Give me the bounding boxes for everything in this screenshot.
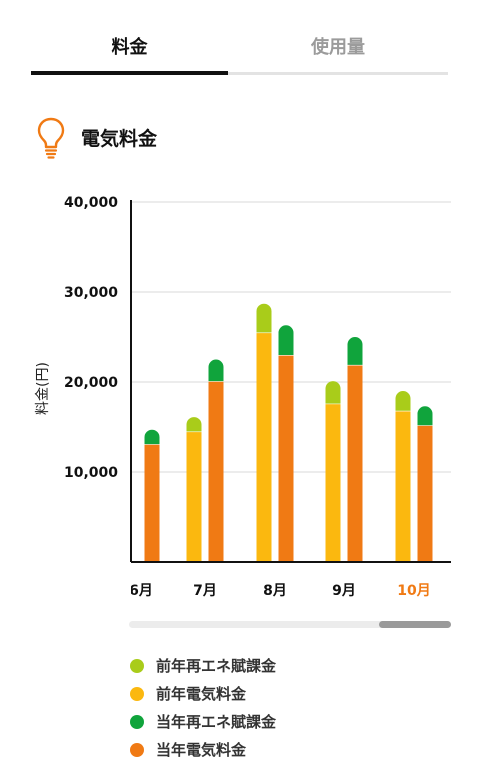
bar-chart: 10,000 20,000 30,000 40,000 6月 7月 8月 9月 10月 <box>0 195 451 605</box>
bar-segment <box>208 381 224 562</box>
legend-label: 当年再エネ賦課金 <box>156 713 277 731</box>
bar-segment <box>256 332 272 562</box>
legend-swatch <box>130 715 144 729</box>
x-tick-label: 7月 <box>193 583 217 599</box>
lightbulb-icon <box>37 117 65 159</box>
chart-scrollbar[interactable] <box>129 621 451 628</box>
bar-segment <box>278 325 294 355</box>
legend-label: 前年再エネ賦課金 <box>156 657 277 675</box>
bar-segment <box>325 403 341 562</box>
legend-swatch <box>130 659 144 673</box>
x-tick-label: 6月 <box>129 583 153 599</box>
bar-segment <box>278 355 294 562</box>
bar-segment <box>417 425 433 562</box>
tab-active-indicator <box>31 71 228 75</box>
bar-segment <box>256 303 272 333</box>
y-tick-label: 20,000 <box>64 375 118 391</box>
bar-segment <box>208 359 224 382</box>
tab-underline <box>31 72 448 75</box>
bar-segment <box>347 337 363 365</box>
bar-segment <box>347 364 363 562</box>
bar-segment <box>417 406 433 426</box>
tab-usage[interactable]: 使用量 <box>311 37 365 58</box>
scrollbar-thumb[interactable] <box>379 621 451 628</box>
legend-label: 前年電気料金 <box>156 685 247 703</box>
section-title: 電気料金 <box>81 128 158 150</box>
tab-bar: 料金 使用量 <box>31 30 448 76</box>
bar-segment <box>325 381 341 404</box>
legend-label: 当年電気料金 <box>156 741 247 759</box>
bar-segment <box>144 429 160 445</box>
bar-segment <box>186 417 202 432</box>
x-tick-label: 10月 <box>397 583 430 599</box>
y-tick-label: 10,000 <box>64 465 118 481</box>
legend-swatch <box>130 687 144 701</box>
bar-segment <box>144 444 160 562</box>
x-tick-label: 9月 <box>332 583 356 599</box>
y-tick-label: 40,000 <box>64 195 118 211</box>
tab-charge[interactable]: 料金 <box>111 37 148 58</box>
y-tick-label: 30,000 <box>64 285 118 301</box>
bar-segment <box>395 391 411 411</box>
legend-swatch <box>130 743 144 757</box>
x-axis-clip-mask <box>0 575 131 605</box>
bar-segment <box>186 431 202 562</box>
bar-segment <box>395 410 411 562</box>
x-tick-label: 8月 <box>263 583 287 599</box>
